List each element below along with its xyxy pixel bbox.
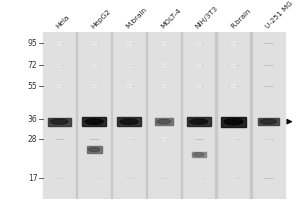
Text: U-251 MG: U-251 MG — [264, 1, 294, 30]
Ellipse shape — [88, 148, 100, 152]
Ellipse shape — [126, 177, 132, 180]
Ellipse shape — [224, 118, 243, 125]
Bar — [112, 32, 146, 199]
Text: M.brain: M.brain — [125, 7, 148, 30]
Text: 36: 36 — [28, 115, 38, 124]
Text: 72: 72 — [28, 61, 38, 70]
Bar — [155, 118, 173, 125]
Bar — [252, 32, 285, 199]
Bar — [146, 32, 147, 199]
Bar — [182, 32, 215, 199]
Text: HepG2: HepG2 — [90, 8, 112, 30]
Bar — [221, 117, 246, 127]
Bar — [87, 146, 102, 153]
Ellipse shape — [126, 42, 132, 45]
Ellipse shape — [91, 42, 97, 45]
Ellipse shape — [231, 64, 236, 67]
Bar — [117, 117, 141, 126]
Text: 28: 28 — [28, 135, 38, 144]
Bar — [111, 32, 112, 199]
Text: MOLT-4: MOLT-4 — [160, 8, 182, 30]
Ellipse shape — [126, 138, 132, 141]
Ellipse shape — [231, 42, 236, 45]
Ellipse shape — [161, 138, 167, 141]
Ellipse shape — [266, 138, 272, 141]
Ellipse shape — [85, 119, 103, 124]
Ellipse shape — [231, 85, 236, 88]
Bar — [181, 32, 182, 199]
Ellipse shape — [157, 119, 171, 124]
Ellipse shape — [190, 119, 208, 124]
Ellipse shape — [126, 85, 132, 88]
Text: NIH/3T3: NIH/3T3 — [194, 5, 219, 30]
Ellipse shape — [56, 42, 62, 45]
Bar — [77, 32, 111, 199]
Text: 95: 95 — [28, 39, 38, 48]
Bar — [215, 32, 217, 199]
Text: 55: 55 — [28, 82, 38, 91]
Ellipse shape — [56, 85, 62, 88]
Ellipse shape — [91, 64, 97, 67]
Ellipse shape — [161, 85, 167, 88]
Ellipse shape — [120, 119, 138, 124]
Bar — [187, 117, 211, 126]
Ellipse shape — [161, 42, 167, 45]
Ellipse shape — [91, 177, 97, 180]
Bar — [48, 118, 71, 126]
Text: R.brain: R.brain — [229, 8, 252, 30]
Ellipse shape — [126, 64, 132, 67]
Ellipse shape — [56, 64, 62, 67]
Ellipse shape — [196, 85, 202, 88]
Bar — [147, 32, 181, 199]
Bar — [76, 32, 77, 199]
Ellipse shape — [231, 177, 236, 180]
Bar — [82, 117, 106, 126]
Ellipse shape — [56, 177, 62, 180]
Ellipse shape — [231, 138, 236, 141]
Ellipse shape — [161, 177, 167, 180]
Ellipse shape — [196, 42, 202, 45]
Bar — [43, 32, 76, 199]
Ellipse shape — [161, 64, 167, 67]
Ellipse shape — [91, 85, 97, 88]
Ellipse shape — [194, 153, 204, 156]
Ellipse shape — [196, 177, 202, 180]
Ellipse shape — [50, 119, 68, 124]
Text: Hela: Hela — [55, 14, 71, 30]
Bar — [217, 32, 250, 199]
Ellipse shape — [196, 64, 202, 67]
Bar — [258, 118, 279, 125]
Ellipse shape — [260, 119, 277, 124]
Bar — [192, 152, 206, 157]
Bar — [250, 32, 252, 199]
Text: 17: 17 — [28, 174, 38, 183]
